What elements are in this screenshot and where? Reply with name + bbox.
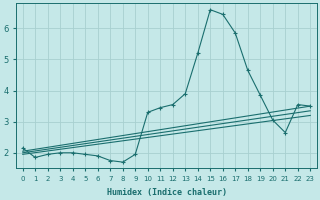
X-axis label: Humidex (Indice chaleur): Humidex (Indice chaleur) — [107, 188, 227, 197]
